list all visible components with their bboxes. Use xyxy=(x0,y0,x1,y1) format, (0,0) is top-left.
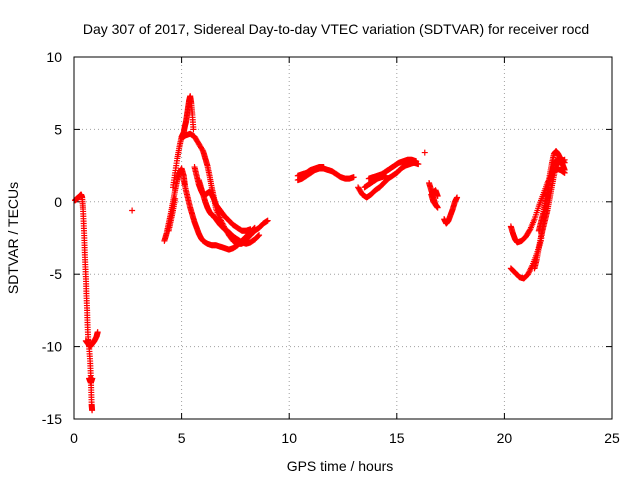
x-tick-label: 5 xyxy=(178,430,186,446)
data-point-marker xyxy=(350,174,357,181)
y-tick-label: 5 xyxy=(54,121,62,137)
y-tick-label: -15 xyxy=(42,411,62,427)
y-tick-label: -10 xyxy=(42,339,62,355)
data-point-marker xyxy=(454,194,461,201)
x-tick-label: 0 xyxy=(70,430,78,446)
y-tick-label: 10 xyxy=(46,49,62,65)
data-points xyxy=(72,93,568,414)
data-point-marker xyxy=(561,166,568,173)
data-point-marker xyxy=(383,172,390,179)
x-tick-label: 25 xyxy=(604,430,620,446)
y-tick-label: -5 xyxy=(50,266,63,282)
data-point-marker xyxy=(320,164,327,171)
chart-title: Day 307 of 2017, Sidereal Day-to-day VTE… xyxy=(83,21,589,37)
data-point-marker xyxy=(190,126,197,133)
data-point-marker xyxy=(89,407,96,414)
y-tick-label: 0 xyxy=(54,194,62,210)
y-axis-label: SDTVAR / TECUs xyxy=(5,182,21,294)
data-point-marker xyxy=(434,193,441,200)
data-point-marker xyxy=(247,226,254,233)
data-point-marker xyxy=(172,195,179,202)
data-point-marker xyxy=(251,224,258,231)
data-point-marker xyxy=(256,232,263,239)
x-tick-label: 15 xyxy=(389,430,405,446)
data-point-marker xyxy=(251,225,258,232)
data-point-marker xyxy=(129,207,136,214)
data-point-marker xyxy=(413,158,420,165)
data-point-marker xyxy=(561,156,568,163)
x-tick-label: 20 xyxy=(497,430,513,446)
x-axis-label: GPS time / hours xyxy=(287,458,394,474)
data-point-marker xyxy=(94,329,101,336)
data-point-marker xyxy=(264,217,271,224)
data-point-marker xyxy=(255,232,262,239)
data-point-marker xyxy=(89,375,96,382)
data-point-marker xyxy=(421,149,428,156)
plot-frame xyxy=(73,56,613,420)
axis-ticks: 0 5 10 15 20 25 -15 -10 -5 0 5 10 xyxy=(42,49,620,446)
grid-lines xyxy=(74,57,612,419)
x-tick-label: 10 xyxy=(281,430,297,446)
